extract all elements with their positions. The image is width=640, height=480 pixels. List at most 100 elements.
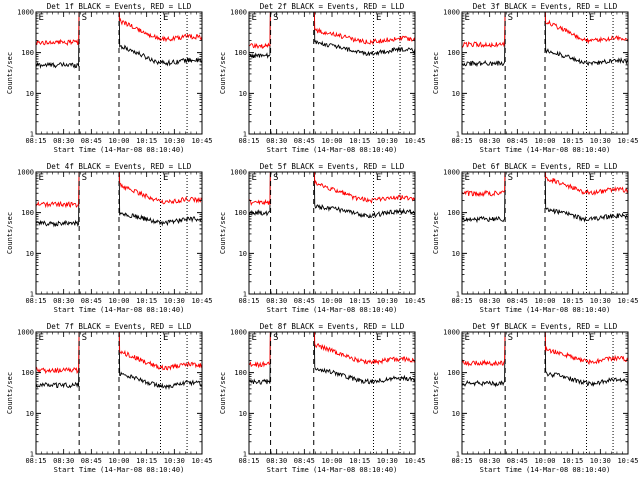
y-tick-label: 10 [26,410,34,418]
x-axis-label: Start Time (14-Mar-08 08:10:40) [267,466,398,474]
x-tick-label: 10:15 [562,137,583,145]
x-tick-label: 08:45 [294,297,315,305]
x-tick-label: 10:30 [164,137,185,145]
detector-panel-2: Det 2f BLACK = Events, RED = LLD E S E 1 10 10… [219,2,426,154]
marker-label-e: E [589,13,594,23]
x-tick-label: 10:45 [404,457,425,465]
x-tick-label: 10:45 [191,297,212,305]
panel-title: Det 3f BLACK = Events, RED = LLD [473,2,618,11]
y-tick-label: 1 [30,131,34,139]
marker-label-s: S [82,13,87,23]
y-tick-label: 1000 [17,329,34,337]
series-events [462,12,628,68]
y-tick-label: 10 [26,250,34,258]
marker-label-s: S [82,333,87,343]
x-tick-label: 08:15 [25,457,46,465]
series-lld [249,332,415,369]
x-tick-label: 08:30 [266,137,287,145]
x-tick-label: 10:30 [377,457,398,465]
marker-label-e: E [376,173,381,183]
series-lld [36,332,202,375]
x-tick-label: 08:30 [53,297,74,305]
detector-panel-6: Det 6f BLACK = Events, RED = LLD E S E 1 10 10… [432,162,639,314]
y-axis-label: Counts/sec [219,372,227,414]
marker-label-e: E [251,173,256,183]
series-events [36,332,202,391]
marker-label-e: E [163,173,168,183]
marker-label-s: S [273,333,278,343]
x-tick-label: 08:30 [479,297,500,305]
marker-label-s: S [82,173,87,183]
series-events [462,172,628,224]
y-tick-label: 1000 [443,9,460,17]
x-tick-label: 08:15 [238,457,259,465]
y-axis-label: Counts/sec [432,52,440,94]
detector-panel-4: Det 4f BLACK = Events, RED = LLD E S E 1 10 10… [6,162,213,314]
y-tick-label: 100 [21,49,34,57]
y-tick-label: 1 [30,291,34,299]
x-tick-label: 08:45 [507,457,528,465]
marker-label-s: S [508,13,513,23]
x-tick-label: 10:30 [377,137,398,145]
x-axis-label: Start Time (14-Mar-08 08:10:40) [267,146,398,154]
x-tick-label: 08:30 [53,137,74,145]
x-axis-label: Start Time (14-Mar-08 08:10:40) [480,146,611,154]
y-axis-label: Counts/sec [432,212,440,254]
x-tick-label: 10:15 [562,457,583,465]
x-axis-label: Start Time (14-Mar-08 08:10:40) [54,466,185,474]
y-tick-label: 10 [452,250,460,258]
x-tick-label: 08:45 [294,137,315,145]
detector-panel-9: Det 9f BLACK = Events, RED = LLD E S E 1 10 10… [432,322,639,474]
x-tick-label: 08:30 [266,457,287,465]
series-events [249,12,415,59]
x-tick-label: 10:15 [349,457,370,465]
x-tick-label: 10:00 [108,297,129,305]
y-tick-label: 1 [30,451,34,459]
marker-label-s: S [508,173,513,183]
y-tick-label: 1000 [443,169,460,177]
x-tick-label: 10:00 [534,457,555,465]
x-axis-label: Start Time (14-Mar-08 08:10:40) [480,466,611,474]
y-tick-label: 1000 [230,329,247,337]
series-lld [462,332,628,367]
marker-label-s: S [508,333,513,343]
series-events [249,172,415,219]
series-events [249,332,415,385]
x-tick-label: 10:45 [404,137,425,145]
x-tick-label: 08:45 [81,457,102,465]
y-axis-label: Counts/sec [6,372,14,414]
x-tick-label: 08:45 [81,137,102,145]
y-tick-label: 100 [447,369,460,377]
y-axis-label: Counts/sec [219,52,227,94]
x-axis-label: Start Time (14-Mar-08 08:10:40) [54,146,185,154]
panel-title: Det 9f BLACK = Events, RED = LLD [473,322,618,331]
series-lld [36,12,202,47]
x-tick-label: 10:15 [136,457,157,465]
y-tick-label: 100 [447,209,460,217]
detector-panel-8: Det 8f BLACK = Events, RED = LLD E S E 1 10 10… [219,322,426,474]
series-events [36,12,202,69]
marker-label-e: E [589,173,594,183]
x-tick-label: 10:15 [562,297,583,305]
marker-label-e: E [464,13,469,23]
x-tick-label: 10:45 [191,137,212,145]
marker-label-e: E [376,333,381,343]
y-axis-label: Counts/sec [6,52,14,94]
x-tick-label: 08:45 [81,297,102,305]
y-tick-label: 100 [234,49,247,57]
x-tick-label: 08:45 [294,457,315,465]
plot-frame [248,11,416,135]
x-tick-label: 10:30 [164,297,185,305]
panel-title: Det 5f BLACK = Events, RED = LLD [260,162,405,171]
x-axis-label: Start Time (14-Mar-08 08:10:40) [480,306,611,314]
marker-label-e: E [589,333,594,343]
marker-label-e: E [38,13,43,23]
y-tick-label: 1000 [230,169,247,177]
detector-panel-7: Det 7f BLACK = Events, RED = LLD E S E 1 10 10… [6,322,213,474]
x-tick-label: 10:00 [108,457,129,465]
x-tick-label: 08:15 [451,137,472,145]
panel-title: Det 2f BLACK = Events, RED = LLD [260,2,405,11]
marker-label-e: E [251,333,256,343]
x-tick-label: 08:15 [451,457,472,465]
